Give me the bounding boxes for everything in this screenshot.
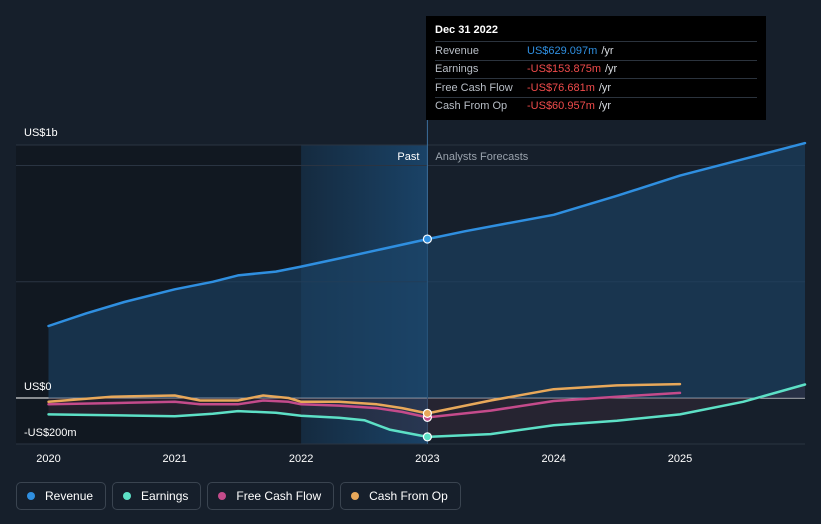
tooltip-date: Dec 31 2022 — [435, 24, 498, 36]
revenue-area — [48, 143, 805, 398]
legend: Revenue Earnings Free Cash Flow Cash Fro… — [16, 482, 461, 510]
legend-label: Cash From Op — [369, 489, 448, 503]
legend-label: Revenue — [45, 489, 94, 503]
tooltip-unit: /yr — [598, 100, 612, 113]
tooltip-label: Free Cash Flow — [435, 81, 513, 94]
x-tick-label: 2022 — [289, 453, 313, 465]
legend-item-free-cash-flow[interactable]: Free Cash Flow — [207, 482, 335, 510]
legend-dot-icon — [123, 492, 132, 500]
tooltip-value: -US$60.957m — [527, 100, 595, 113]
revenue-line — [47, 141, 807, 328]
tooltip-unit: /yr — [598, 81, 612, 94]
tooltip-unit: /yr — [605, 63, 618, 76]
tooltip-row-revenue: Revenue US$629.097m /yr — [435, 41, 757, 60]
earnings-marker — [422, 432, 432, 442]
y-label-top: US$1b — [24, 127, 58, 139]
tooltip-row-cash-from-op: Cash From Op -US$60.957m /yr — [435, 96, 757, 116]
legend-item-earnings[interactable]: Earnings — [112, 482, 202, 510]
tooltip: Dec 31 2022 Revenue US$629.097m /yr Earn… — [426, 16, 766, 120]
legend-item-revenue[interactable]: Revenue — [16, 482, 107, 510]
y-label-bottom: -US$200m — [24, 427, 77, 439]
tooltip-value: US$629.097m — [527, 44, 598, 57]
tooltip-label: Earnings — [435, 63, 479, 76]
x-tick-label: 2023 — [415, 453, 439, 465]
tooltip-value: -US$153.875m — [527, 63, 601, 76]
cash-from-op-marker — [422, 408, 432, 419]
legend-label: Earnings — [141, 489, 189, 503]
cash-from-op-line — [47, 382, 682, 415]
forecast-label: Analysts Forecasts — [435, 151, 528, 163]
tooltip-row-earnings: Earnings -US$153.875m /yr — [435, 59, 757, 79]
past-label: Past — [397, 151, 419, 163]
revenue-marker — [422, 234, 432, 244]
legend-dot-icon — [351, 492, 360, 500]
x-tick-label: 2024 — [541, 453, 565, 465]
y-label-zero: US$0 — [24, 381, 52, 393]
legend-item-cash-from-op[interactable]: Cash From Op — [340, 482, 461, 510]
legend-label: Free Cash Flow — [236, 489, 322, 503]
tooltip-unit: /yr — [601, 44, 614, 57]
tooltip-label: Cash From Op — [435, 100, 508, 113]
tooltip-value: -US$76.681m — [527, 81, 595, 94]
tooltip-row-free-cash-flow: Free Cash Flow -US$76.681m /yr — [435, 78, 757, 97]
tooltip-label: Revenue — [435, 44, 480, 57]
x-tick-label: 2021 — [163, 453, 187, 465]
legend-dot-icon — [218, 492, 227, 500]
x-tick-label: 2025 — [668, 453, 692, 465]
earnings-line — [47, 383, 807, 439]
legend-dot-icon — [27, 492, 35, 500]
x-tick-label: 2020 — [36, 453, 60, 465]
free-cash-flow-line — [47, 391, 682, 419]
